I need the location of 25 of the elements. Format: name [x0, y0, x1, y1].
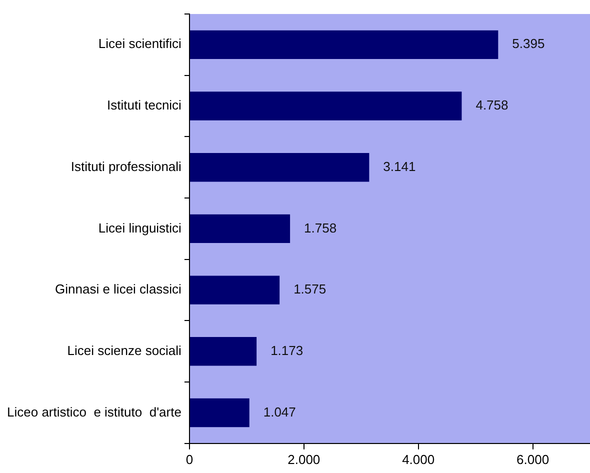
- y-tick-label: Ginnasi e licei classici: [55, 282, 182, 297]
- y-tick-label: Licei scienze sociali: [67, 342, 182, 358]
- data-label: 3.141: [383, 158, 416, 174]
- y-tick-label: Istituti tecnici: [107, 98, 182, 113]
- bar: [190, 30, 498, 60]
- y-tick-label: Licei scientifici: [98, 36, 182, 52]
- data-label: 4.758: [476, 98, 508, 113]
- bar: [190, 276, 280, 304]
- y-tick-label: Istituti professionali: [70, 158, 182, 174]
- data-label: 5.395: [512, 36, 545, 52]
- x-tick-label: 6.000: [516, 452, 550, 467]
- data-label: 1.758: [304, 220, 337, 236]
- bar: [190, 92, 462, 120]
- y-tick-label: Licei linguistici: [98, 220, 182, 236]
- bar: [190, 337, 257, 366]
- bar: [190, 153, 370, 182]
- bar: [190, 214, 290, 244]
- data-label: 1.047: [263, 404, 296, 420]
- bar: [190, 398, 250, 428]
- y-tick-label: Liceo artistico e istituto d'arte: [7, 404, 182, 420]
- x-tick-label: 4.000: [402, 452, 435, 467]
- data-label: 1.173: [270, 342, 304, 358]
- data-label: 1.575: [294, 282, 326, 297]
- x-tick-label: 0: [186, 452, 194, 467]
- x-tick-label: 2.000: [288, 452, 320, 467]
